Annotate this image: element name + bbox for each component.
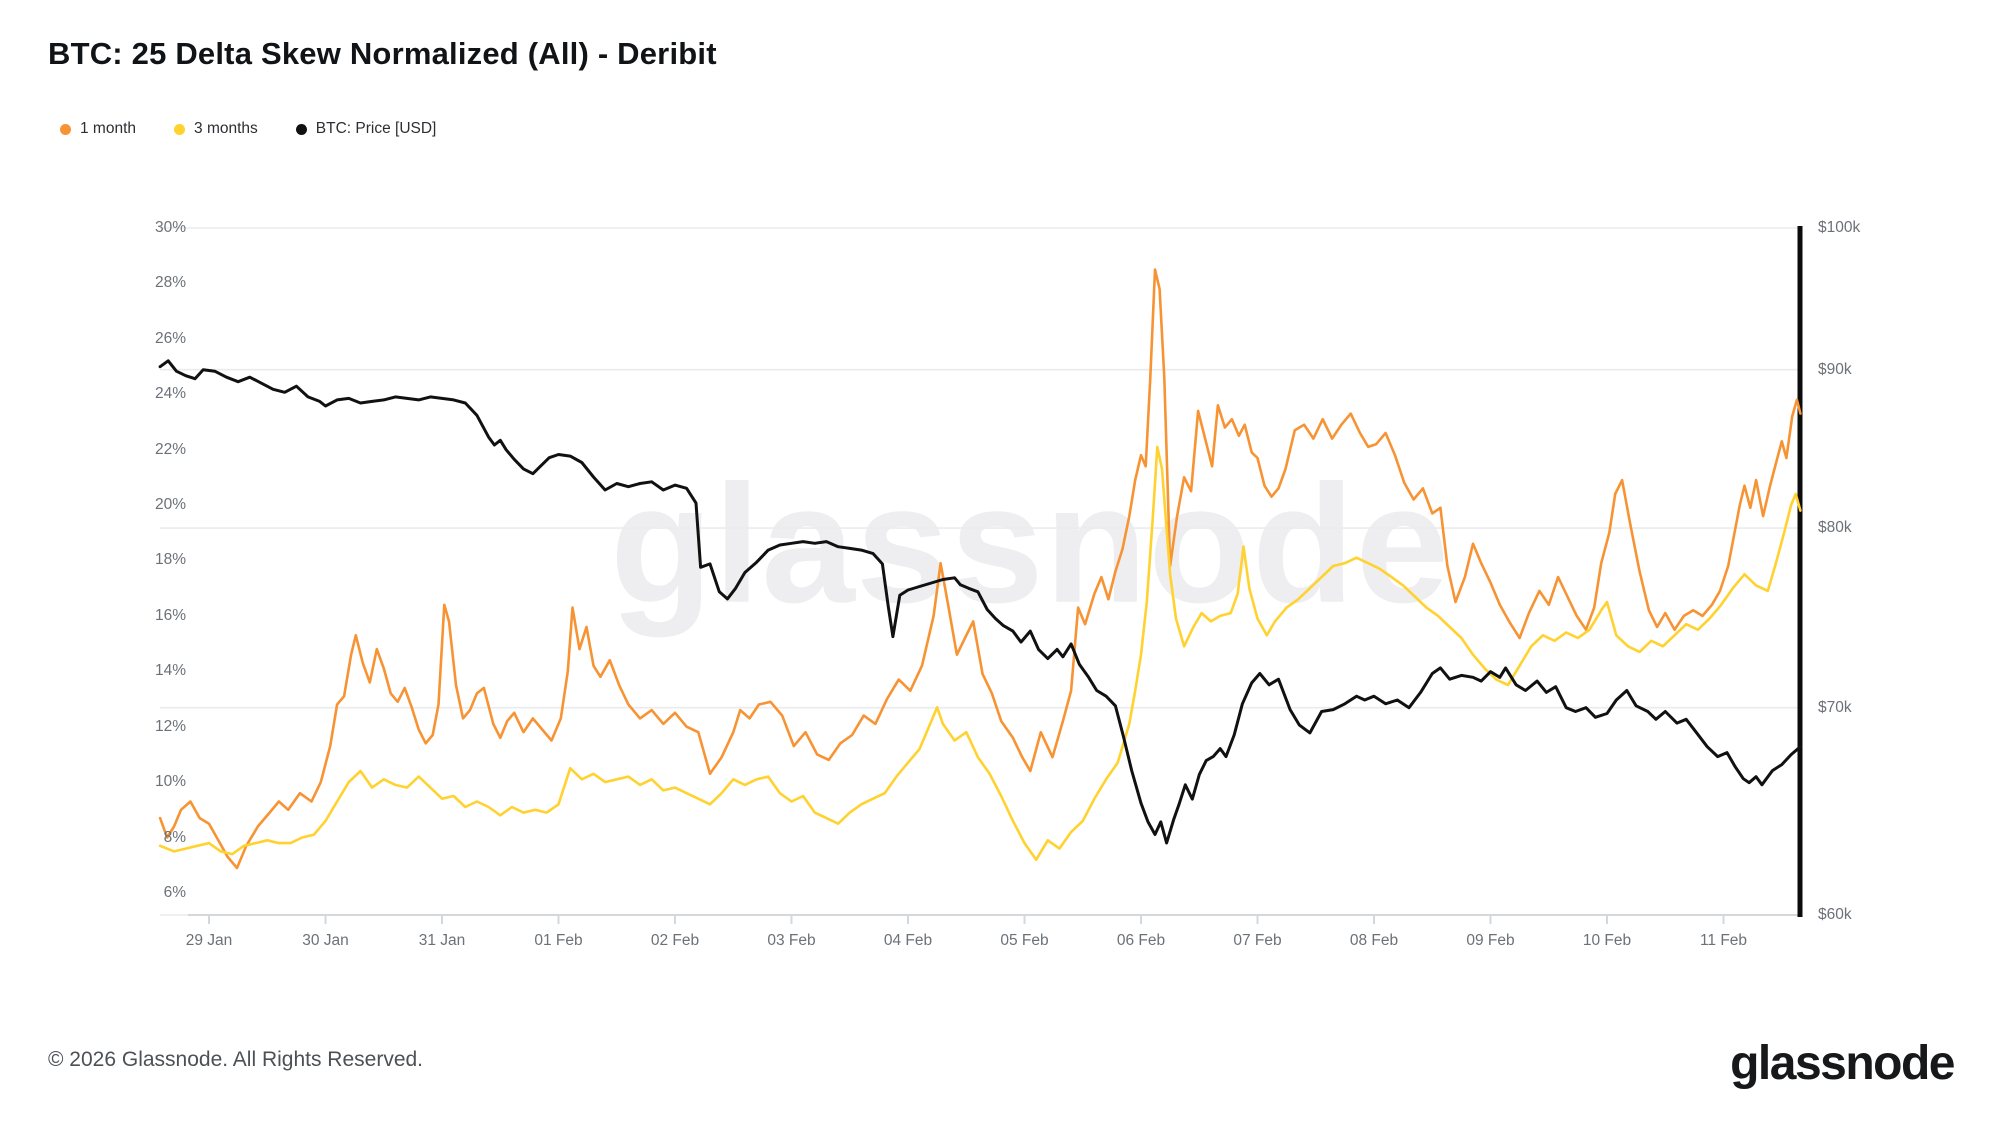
legend-item-1-month[interactable]: 1 month: [60, 120, 136, 138]
y-left-tick-30: 30%: [154, 219, 186, 236]
legend-dot-icon: [60, 123, 71, 135]
series-line-btc-price-usd-: [158, 359, 1802, 845]
x-date-label-29-Jan: 29 Jan: [185, 932, 233, 949]
y-left-tick-8: 8%: [163, 828, 186, 846]
x-date-label-11-Feb: 11 Feb: [1699, 932, 1748, 949]
y-right-tick-60k: $60k: [1818, 905, 1852, 923]
series-line-3-months: [158, 445, 1802, 862]
legend-item-label: 3 months: [194, 120, 258, 137]
page-title: BTC: 25 Delta Skew Normalized (All) - De…: [48, 36, 717, 71]
x-date-label-30-Jan: 30 Jan: [302, 932, 349, 949]
y-left-tick-26: 26%: [154, 329, 186, 347]
legend-dot-icon: [174, 123, 186, 135]
y-right-tick-100k: $100k: [1818, 219, 1861, 236]
chart-legend: 1 month 3 months BTC: Price [USD]: [60, 120, 436, 138]
x-date-label-04-Feb: 04 Feb: [883, 932, 933, 949]
x-date-label-03-Feb: 03 Feb: [767, 932, 816, 949]
x-date-label-08-Feb: 08 Feb: [1349, 932, 1399, 949]
y-right-tick-80k: $80k: [1818, 519, 1852, 537]
series-line-1-month: [158, 268, 1802, 870]
y-left-tick-6: 6%: [163, 883, 186, 901]
x-date-label-10-Feb: 10 Feb: [1582, 932, 1632, 949]
x-date-label-06-Feb: 06 Feb: [1116, 932, 1166, 949]
y-left-tick-14: 14%: [154, 662, 186, 680]
x-date-label-01-Feb: 01 Feb: [534, 932, 583, 949]
y-left-tick-28: 28%: [154, 274, 186, 292]
legend-item-btc-price-usd-[interactable]: BTC: Price [USD]: [295, 120, 437, 138]
y-left-tick-22: 22%: [154, 440, 186, 458]
legend-item-3-months[interactable]: 3 months: [174, 120, 258, 138]
x-date-label-07-Feb: 07 Feb: [1233, 932, 1282, 949]
y-left-tick-16: 16%: [154, 606, 186, 624]
x-date-label-05-Feb: 05 Feb: [1000, 932, 1049, 949]
x-date-label-02-Feb: 02 Feb: [650, 932, 700, 949]
y-left-tick-10: 10%: [154, 773, 186, 791]
legend-item-label: BTC: Price [USD]: [315, 120, 437, 137]
y-right-tick-90k: $90k: [1818, 360, 1852, 378]
legend-dot-icon: [295, 123, 307, 135]
y-left-tick-20: 20%: [154, 496, 186, 514]
glassnode-watermark: glassnode: [610, 449, 1450, 638]
glassnode-logo: glassnode: [1730, 1037, 1955, 1090]
copyright-text: © 2026 Glassnode. All Rights Reserved.: [48, 1048, 424, 1071]
legend-item-label: 1 month: [80, 120, 137, 137]
y-left-tick-12: 12%: [154, 717, 186, 735]
y-right-tick-70k: $70k: [1818, 698, 1852, 716]
y-left-tick-18: 18%: [154, 551, 186, 569]
x-date-label-31-Jan: 31 Jan: [418, 932, 466, 949]
y-left-tick-24: 24%: [154, 385, 186, 403]
x-date-label-09-Feb: 09 Feb: [1466, 932, 1515, 949]
